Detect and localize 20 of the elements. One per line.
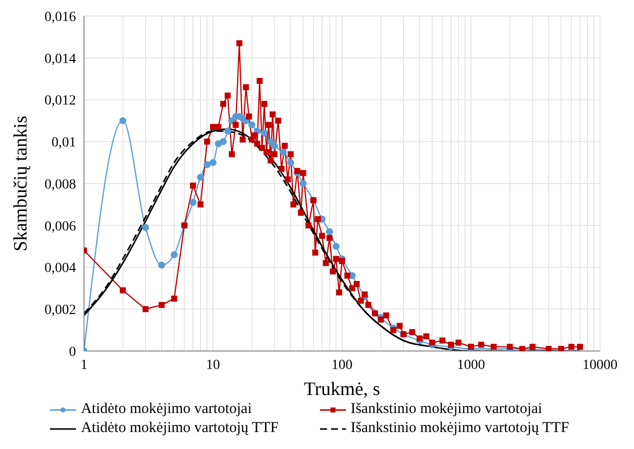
y-tick-label: 0,008 xyxy=(44,177,76,192)
y-axis-title: Skambučių tankis xyxy=(10,116,32,252)
y-tick-label: 0,006 xyxy=(44,219,76,234)
y-tick-label: 0,002 xyxy=(44,303,76,318)
legend-label: Išankstinio mokėjimo vartotojų TTF xyxy=(350,420,570,437)
y-tick-label: 0,016 xyxy=(44,10,76,25)
x-axis-title: Trukmė, s xyxy=(304,379,380,400)
x-tick-label: 1000 xyxy=(457,358,485,373)
x-tick-label: 10 xyxy=(206,358,220,373)
x-tick-label: 10000 xyxy=(582,358,618,373)
y-tick-label: 0,01 xyxy=(52,136,76,151)
y-tick-label: 0,004 xyxy=(44,261,76,276)
x-tick-label: 1 xyxy=(80,358,88,373)
y-tick-label: 0,014 xyxy=(44,52,76,67)
x-tick-label: 100 xyxy=(332,358,352,373)
y-tick-label: 0 xyxy=(69,344,76,360)
legend-label: Atidėto mokėjimo vartotojų TTF xyxy=(80,420,279,437)
legend-label: Atidėto mokėjimo vartotojai xyxy=(80,401,252,418)
legend-label: Išankstinio mokėjimo vartotojai xyxy=(350,401,542,418)
y-tick-label: 0,012 xyxy=(44,94,76,109)
